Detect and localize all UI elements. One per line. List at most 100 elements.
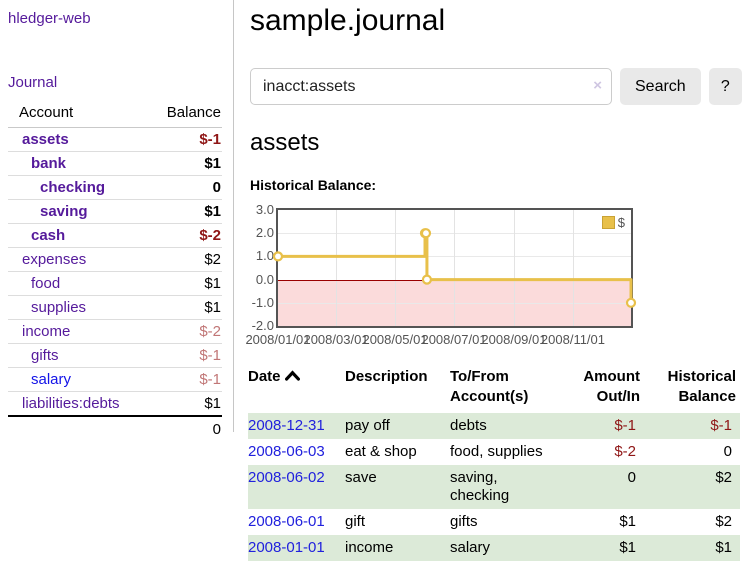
y-tick-label: 3.0 <box>255 202 274 217</box>
account-link-bank[interactable]: bank <box>31 155 67 172</box>
account-link-liabilities-debts[interactable]: liabilities:debts <box>22 395 120 412</box>
y-tick-label: -2.0 <box>251 318 274 333</box>
account-link-supplies[interactable]: supplies <box>31 299 87 316</box>
transaction-amount: $1 <box>619 539 636 556</box>
account-row: gifts $-1 <box>8 343 222 368</box>
account-row: bank $1 <box>8 151 222 176</box>
help-button[interactable]: ? <box>708 68 742 105</box>
transaction-description: save <box>345 469 377 486</box>
account-row: food $1 <box>8 271 222 296</box>
register-row: 2008-06-02 save saving, checking 0 $2 <box>248 465 740 509</box>
account-balance: $1 <box>151 391 222 417</box>
transaction-description: eat & shop <box>345 443 417 460</box>
transaction-balance: $1 <box>715 539 732 556</box>
account-link-salary[interactable]: salary <box>31 371 72 388</box>
balance-column-header: Balance <box>151 104 222 128</box>
transaction-date-link[interactable]: 2008-06-01 <box>248 513 325 530</box>
account-row: assets $-1 <box>8 127 222 152</box>
transaction-amount: 0 <box>627 469 636 486</box>
total-balance: 0 <box>151 415 222 442</box>
account-link-income[interactable]: income <box>22 323 71 340</box>
transaction-accounts: debts <box>450 417 487 434</box>
data-point-marker <box>420 228 432 239</box>
account-balance: $-1 <box>151 367 222 392</box>
page-title: sample.journal <box>250 4 446 37</box>
account-link-gifts[interactable]: gifts <box>31 347 59 364</box>
search-bar: × Search ? <box>250 68 742 105</box>
account-balance: $-1 <box>151 343 222 368</box>
transaction-description: pay off <box>345 417 390 434</box>
historical-balance-chart: $ 3.0 2.0 1.0 0.0 -1.0 -2.0 2008/01/01 2008/03/… <box>245 202 742 354</box>
sidebar-item-journal[interactable]: Journal <box>8 74 58 91</box>
x-tick-label: 2008/09/01 <box>481 332 547 347</box>
account-link-checking[interactable]: checking <box>40 179 106 196</box>
account-link-expenses[interactable]: expenses <box>22 251 87 268</box>
y-tick-label: 2.0 <box>255 225 274 241</box>
account-balance: $1 <box>151 199 222 224</box>
account-balance: $1 <box>151 295 222 320</box>
register-row: 2008-12-31 pay off debts $-1 $-1 <box>248 413 740 439</box>
x-tick-label: 2008/05/01 <box>362 332 428 347</box>
transaction-balance: $-1 <box>710 417 732 434</box>
x-gridline <box>572 210 574 326</box>
account-row: liabilities:debts $1 <box>8 391 222 417</box>
y-tick-label: 0.0 <box>255 271 274 287</box>
account-balance: $-1 <box>151 127 222 152</box>
transaction-description: gift <box>345 513 366 530</box>
register-header-amount: Amount Out/In <box>583 368 640 405</box>
transaction-balance: $2 <box>715 513 732 530</box>
search-input[interactable] <box>250 68 612 105</box>
search-button[interactable]: Search <box>620 68 701 105</box>
register-table: Date Description To/From Account(s) Amou… <box>248 365 740 561</box>
transaction-accounts: food, supplies <box>450 443 543 460</box>
account-balance: 0 <box>151 175 222 200</box>
transaction-accounts: gifts <box>450 513 478 530</box>
date-header-label: Date <box>248 368 281 385</box>
register-header-description: Description <box>345 368 428 385</box>
x-gridline <box>336 210 338 326</box>
data-point-marker <box>272 251 284 262</box>
account-link-assets[interactable]: assets <box>22 131 69 148</box>
transaction-date-link[interactable]: 2008-01-01 <box>248 539 325 556</box>
x-tick-label: 2008/01/01 <box>245 332 311 347</box>
account-balance: $-2 <box>151 319 222 344</box>
main-content: sample.journal × Search ? assets Histori… <box>245 0 742 561</box>
account-row: salary $-1 <box>8 367 222 392</box>
transaction-description: income <box>345 539 394 556</box>
account-column-header: Account <box>8 104 152 128</box>
account-row: income $-2 <box>8 319 222 344</box>
account-heading: assets <box>250 129 320 156</box>
account-balance: $2 <box>151 247 222 272</box>
x-gridline <box>395 210 397 326</box>
clear-search-icon[interactable]: × <box>593 77 602 94</box>
legend-label: $ <box>617 215 625 230</box>
transaction-accounts: saving, checking <box>450 469 510 504</box>
register-header-balance: Historical Balance <box>667 368 736 405</box>
search-box: × <box>250 68 612 105</box>
app-title-link[interactable]: hledger-web <box>8 10 91 27</box>
legend-swatch <box>601 216 615 229</box>
register-row: 2008-01-01 income salary $1 $1 <box>248 535 740 561</box>
register-header-date[interactable]: Date <box>248 365 345 413</box>
transaction-amount: $-1 <box>614 417 636 434</box>
transaction-accounts: salary <box>450 539 491 556</box>
account-link-cash[interactable]: cash <box>31 227 66 244</box>
account-link-food[interactable]: food <box>31 275 61 292</box>
account-row: expenses $2 <box>8 247 222 272</box>
x-gridline <box>454 210 456 326</box>
x-tick-label: 2008/03/01 <box>303 332 369 347</box>
account-link-saving[interactable]: saving <box>40 203 88 220</box>
account-row: checking 0 <box>8 175 222 200</box>
account-balance-table: Account Balance assets $-1 bank $1 check… <box>8 104 222 442</box>
transaction-date-link[interactable]: 2008-12-31 <box>248 417 325 434</box>
register-header-row: Date Description To/From Account(s) Amou… <box>248 365 740 413</box>
account-balance: $-2 <box>151 223 222 248</box>
y-tick-label: 1.0 <box>255 248 274 264</box>
transaction-date-link[interactable]: 2008-06-02 <box>248 469 325 486</box>
register-row: 2008-06-01 gift gifts $1 $2 <box>248 509 740 535</box>
chart-legend: $ <box>601 215 625 230</box>
transaction-date-link[interactable]: 2008-06-03 <box>248 443 325 460</box>
transaction-balance: 0 <box>723 443 732 460</box>
y-tick-label: -1.0 <box>251 294 274 310</box>
